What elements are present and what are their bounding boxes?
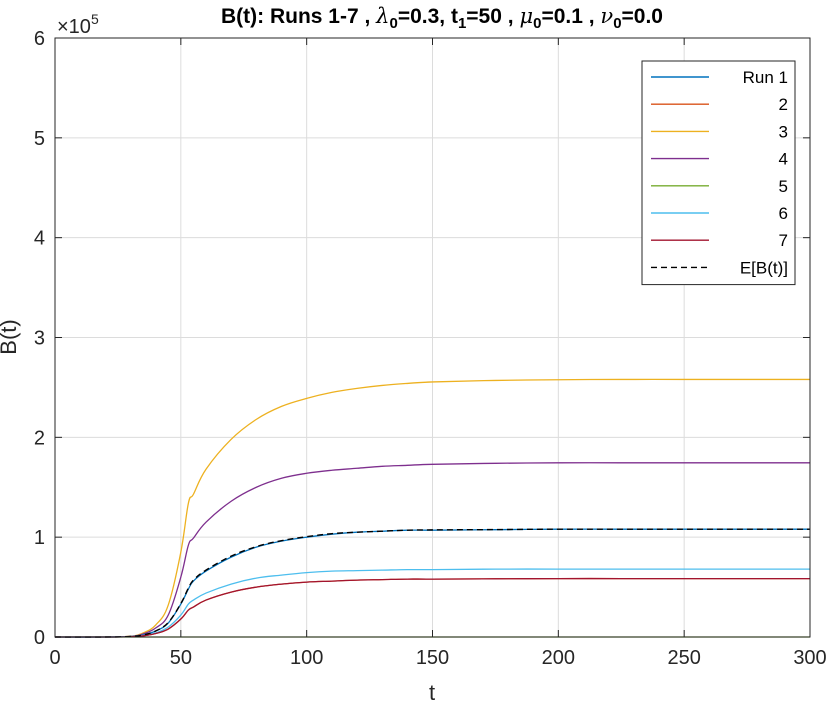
series-line-7 [54,577,810,638]
x-tick-label: 100 [290,647,323,669]
y-tick-label: 6 [34,28,45,50]
legend-entry-label: 6 [779,204,788,223]
x-tick-label: 150 [416,647,449,669]
legend-entry-label: 2 [779,95,788,114]
tick-labels: 0 50 100 150 200 250 300 0 1 2 3 4 5 6 [34,28,827,669]
y-exponent: ×105 [57,11,99,38]
axis-ticks [54,37,811,638]
series-line-e-b-t [54,528,810,638]
legend-box [641,60,796,286]
y-tick-label: 4 [34,228,45,250]
legend: Run 1 2 3 4 5 6 7 E[B(t)] [641,60,796,286]
legend-entry-label: 7 [779,231,788,250]
y-tick-label: 3 [34,328,45,350]
y-tick-label: 2 [34,427,45,449]
legend-entry-label: 5 [779,177,788,196]
y-tick-label: 0 [34,627,45,649]
x-tick-label: 0 [49,647,60,669]
y-tick-label: 1 [34,527,45,549]
series-line-4 [54,462,810,638]
legend-entry-label: 3 [779,122,788,141]
x-axis-label: t [429,680,435,705]
chart-title: B(t): Runs 1-7 , λ0=0.3, t1=50 , μ0=0.1 … [221,4,663,32]
y-tick-label: 5 [34,128,45,150]
x-tick-label: 50 [170,647,192,669]
y-axis-label: B(t) [0,319,21,354]
legend-entry-label: E[B(t)] [740,258,788,277]
series-line-3 [54,378,810,638]
x-tick-label: 200 [542,647,575,669]
x-tick-label: 300 [793,647,826,669]
legend-entry-label: Run 1 [743,68,788,87]
legend-entry-label: 4 [779,150,788,169]
x-tick-label: 250 [667,647,700,669]
